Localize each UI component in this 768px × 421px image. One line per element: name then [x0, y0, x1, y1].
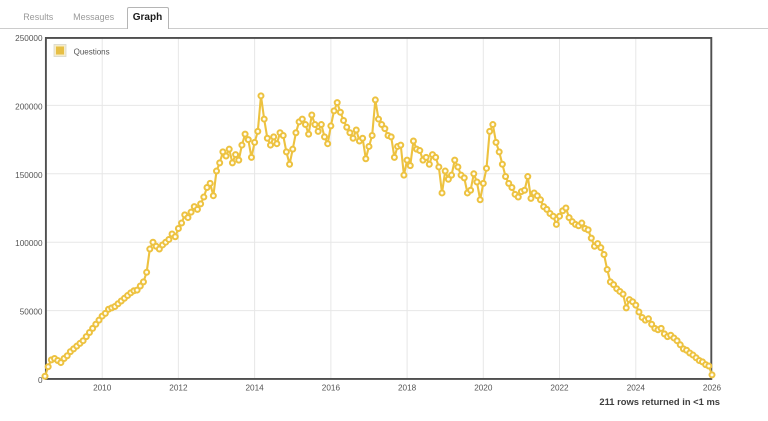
- svg-text:200000: 200000: [15, 102, 43, 111]
- svg-text:2014: 2014: [245, 384, 264, 393]
- svg-text:2022: 2022: [550, 384, 569, 393]
- svg-text:2012: 2012: [169, 384, 188, 393]
- svg-text:0: 0: [38, 376, 43, 385]
- svg-text:100000: 100000: [15, 239, 43, 248]
- svg-text:2010: 2010: [93, 384, 112, 393]
- svg-text:2016: 2016: [322, 384, 341, 393]
- svg-text:2024: 2024: [627, 384, 646, 393]
- svg-text:2020: 2020: [474, 384, 493, 393]
- svg-text:250000: 250000: [15, 34, 43, 43]
- svg-text:150000: 150000: [15, 171, 43, 180]
- svg-text:2018: 2018: [398, 384, 417, 393]
- svg-text:2026: 2026: [703, 384, 722, 393]
- svg-text:50000: 50000: [20, 308, 43, 317]
- svg-text:Questions: Questions: [74, 48, 110, 57]
